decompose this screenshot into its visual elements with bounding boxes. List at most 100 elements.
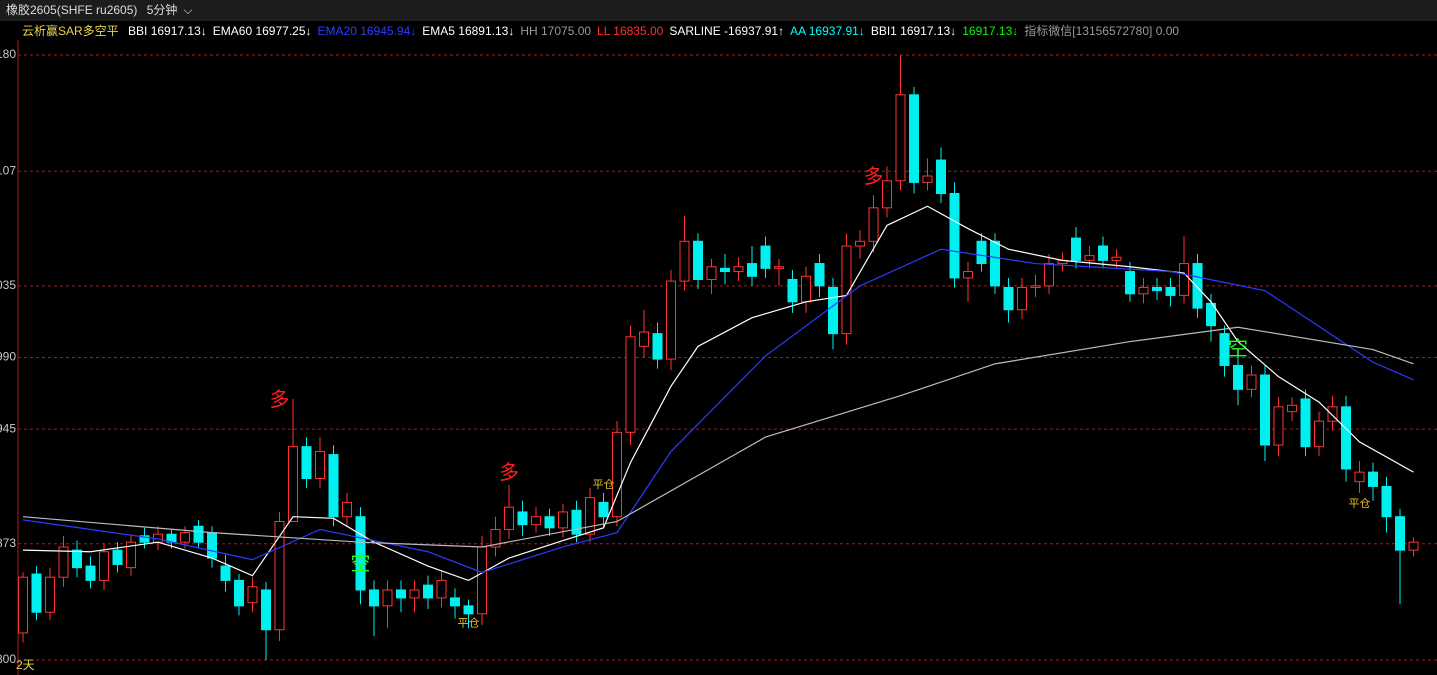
candle-body xyxy=(436,579,447,599)
candle-body xyxy=(18,576,28,634)
candle-body xyxy=(139,535,150,543)
candle-body xyxy=(612,431,622,518)
candle-body xyxy=(976,240,987,265)
candle-body xyxy=(693,240,703,280)
candle-body xyxy=(220,565,231,581)
legend-item: EMA20 16945.94↓ xyxy=(317,24,417,38)
candle-body xyxy=(949,193,960,279)
candle-body xyxy=(895,94,906,182)
candle-body xyxy=(301,446,312,480)
candle-body xyxy=(1098,245,1108,261)
candle-body xyxy=(666,280,676,360)
indicator-line xyxy=(22,326,1414,548)
candle-body xyxy=(1138,286,1149,295)
legend-item: AA 16937.91↓ xyxy=(790,24,865,38)
candle-body xyxy=(760,245,771,269)
candle-body xyxy=(355,516,366,591)
annotation: 多 xyxy=(864,164,884,188)
candle-body xyxy=(733,266,744,273)
y-tick-label: 17107 xyxy=(0,163,16,177)
candle-body xyxy=(1287,404,1297,413)
candle-body xyxy=(639,331,649,347)
candle-body xyxy=(423,584,433,599)
y-tick-label: 16800 xyxy=(0,652,16,666)
dropdown[interactable]: ⌵ xyxy=(183,3,193,17)
candle-body xyxy=(342,501,352,518)
y-tick-label: 16945 xyxy=(0,421,16,435)
candle-body xyxy=(990,240,1000,287)
candle-body xyxy=(1030,285,1041,288)
annotation: 平仓 xyxy=(458,615,480,629)
candle-body xyxy=(598,501,609,518)
candle-body xyxy=(922,175,933,183)
legend-item: BBI 16917.13↓ xyxy=(128,24,207,38)
legend-item: SARLINE -16937.91↑ xyxy=(669,24,785,38)
indicator-line xyxy=(22,205,1414,582)
candle-body xyxy=(882,180,892,209)
annotation: 空 xyxy=(351,551,371,575)
candle-body xyxy=(490,528,501,548)
candle-body xyxy=(180,532,190,543)
candle-body xyxy=(1071,237,1081,261)
candle-body xyxy=(517,511,528,526)
legend-item: HH 17075.00 xyxy=(520,24,592,38)
candle-body xyxy=(288,446,298,522)
indicator-line xyxy=(22,248,1414,574)
candle-body xyxy=(382,589,393,607)
legend: 云析赢SAR多空平 BBI 16917.13↓ EMA60 16977.25↓ EM… xyxy=(22,22,1185,40)
candle-body xyxy=(1341,406,1351,470)
indicator-name[interactable]: 云析赢SAR多空平 xyxy=(22,24,119,38)
candle-body xyxy=(1273,406,1284,446)
y-tick-label: 17035 xyxy=(0,278,16,292)
candle-body xyxy=(58,546,69,578)
candle-body xyxy=(1206,302,1216,327)
candle-body xyxy=(801,275,811,303)
annotation: 多 xyxy=(270,387,290,411)
candle-body xyxy=(747,263,757,277)
candle-body xyxy=(409,589,420,599)
footer-label: 2天 xyxy=(16,658,35,672)
candle-body xyxy=(31,573,42,613)
legend-item: 16917.13↓ xyxy=(962,24,1019,38)
candle-body xyxy=(909,94,919,183)
candle-body xyxy=(1368,471,1378,487)
candle-body xyxy=(1395,516,1405,551)
candle-body xyxy=(531,516,541,526)
candle-body xyxy=(1300,398,1311,448)
candle-body xyxy=(774,266,784,269)
candle-body xyxy=(855,240,865,247)
candle-body xyxy=(234,579,244,607)
candle-body xyxy=(1192,263,1203,309)
legend-item: EMA5 16891.13↓ xyxy=(422,24,515,38)
candle-body xyxy=(828,286,838,335)
candle-body xyxy=(477,546,487,615)
candle-body xyxy=(585,497,595,535)
symbol[interactable]: 橡胶2605(SHFE ru2605) xyxy=(6,3,138,17)
y-tick-label: 17180 xyxy=(0,47,16,61)
candle-body xyxy=(72,549,82,569)
period[interactable]: 5分钟 xyxy=(146,3,178,17)
annotation: 平仓 xyxy=(593,477,615,491)
candle-body xyxy=(261,589,271,631)
candle-body xyxy=(720,267,730,273)
legend-item: 指标微信[13156572780] 0.00 xyxy=(1024,24,1180,38)
candle-body xyxy=(396,589,406,599)
candle-body xyxy=(706,266,717,280)
candle-body xyxy=(274,520,285,631)
candle-body xyxy=(1084,255,1095,261)
candle-body xyxy=(45,576,55,613)
candle-body xyxy=(558,511,568,529)
title-bar: 橡胶2605(SHFE ru2605) 5分钟 ⌵ xyxy=(0,0,1437,21)
candle-body xyxy=(247,586,258,604)
candle-body xyxy=(936,159,946,195)
annotation: 平仓 xyxy=(1349,496,1371,510)
candle-body xyxy=(504,506,514,530)
annotation: 空 xyxy=(1228,336,1248,360)
annotation: 多 xyxy=(499,460,519,484)
candle-body xyxy=(1246,374,1257,390)
candle-body xyxy=(1314,420,1324,448)
candle-body xyxy=(1125,271,1135,295)
candle-body xyxy=(814,263,825,287)
